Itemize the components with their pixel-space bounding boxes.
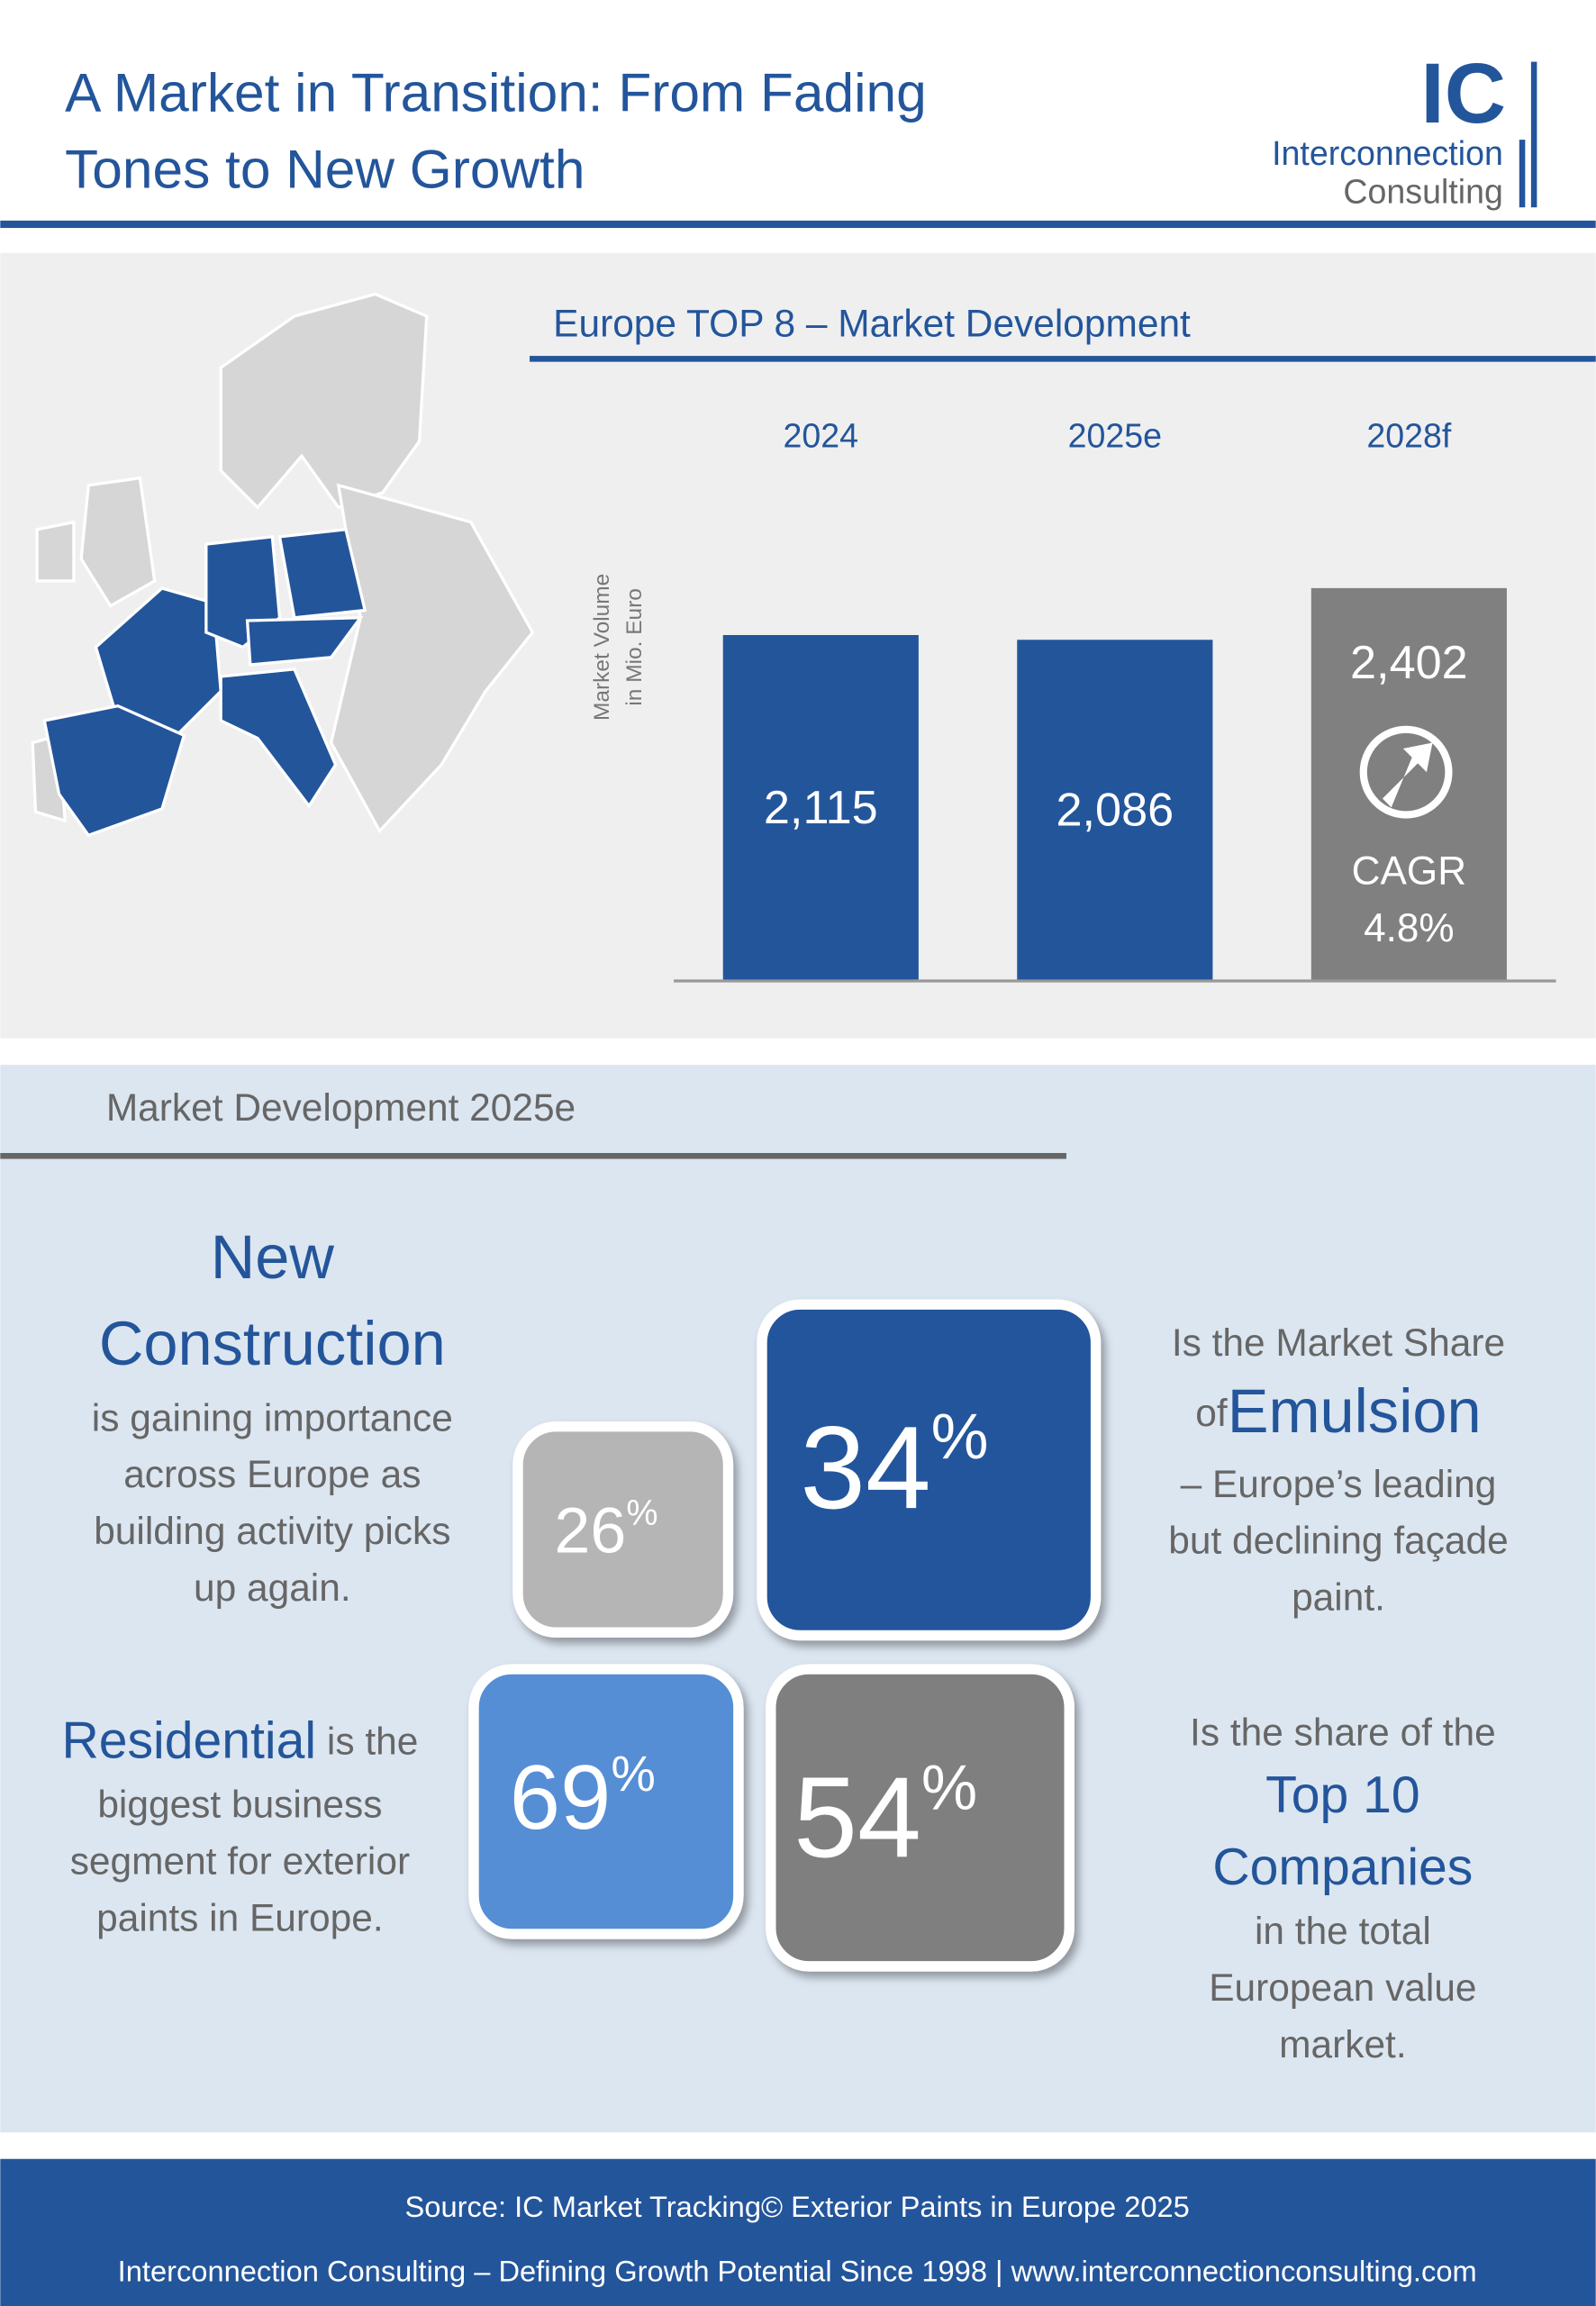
text-part: Emulsion: [1228, 1376, 1482, 1446]
cagr-label: 4.8%: [1364, 906, 1454, 950]
tagline: Interconnection Consulting – Defining Gr…: [118, 2255, 1477, 2288]
body-text: segment for exterior: [70, 1840, 410, 1883]
tile-value: 26%: [554, 1493, 657, 1566]
body-text: but declining façade: [1168, 1520, 1509, 1562]
body-text: building activity picks: [94, 1510, 450, 1552]
tile-unit: %: [626, 1493, 657, 1533]
text-part: is the: [316, 1720, 418, 1763]
x-tick-label: 2024: [784, 416, 859, 454]
source: Source: IC Market Tracking© Exterior Pai…: [405, 2190, 1190, 2223]
body-text: ofEmulsion: [1195, 1376, 1481, 1446]
tile-unit: %: [921, 1752, 977, 1822]
bar: [1310, 587, 1507, 981]
section-title: Market Development 2025e: [106, 1086, 576, 1129]
cagr-label: CAGR: [1352, 849, 1466, 893]
value-label: 2,402: [1350, 637, 1468, 689]
body-text: biggest business: [97, 1784, 382, 1826]
cagr-arrow: [1382, 742, 1433, 808]
tile-number: 54: [793, 1753, 921, 1881]
map-region: [329, 483, 535, 834]
tile-value: 34%: [800, 1401, 988, 1533]
body-text: Is the share of the: [1190, 1711, 1496, 1754]
map-region: [79, 476, 157, 608]
body-text: up again.: [194, 1566, 351, 1609]
body-text: paints in Europe.: [96, 1896, 384, 1938]
logo-bar: [1530, 61, 1537, 208]
body-text: in the total: [1255, 1910, 1431, 1952]
body-text: – Europe’s leading: [1181, 1463, 1497, 1505]
map-country: [277, 527, 367, 620]
bar: [1017, 640, 1213, 981]
body-text: is gaining importance: [92, 1396, 453, 1439]
tile-value: 69%: [510, 1746, 656, 1848]
body-text: market.: [1279, 2023, 1407, 2065]
body-text: Residential is the: [61, 1711, 418, 1769]
title: Tones to New Growth: [65, 139, 585, 200]
bar: [722, 634, 919, 981]
chart-title: Europe TOP 8 – Market Development: [553, 303, 1191, 345]
logo-text: Interconnection: [1272, 134, 1503, 172]
tile-value: 54%: [793, 1752, 977, 1881]
heading: Companies: [1212, 1838, 1473, 1896]
map-country: [245, 615, 364, 667]
body-text: European value: [1209, 1966, 1476, 2009]
text-part: of: [1195, 1392, 1228, 1434]
logo-bar: [1519, 140, 1526, 208]
logo-text: Consulting: [1343, 172, 1502, 210]
footer: [0, 2158, 1596, 2306]
value-label: 2,115: [764, 782, 878, 834]
y-axis-label: in Mio. Euro: [622, 588, 647, 706]
cagr-icon: [1359, 725, 1453, 819]
map-country: [219, 667, 338, 809]
tile: [766, 1664, 1075, 1972]
text-part: Residential: [61, 1711, 316, 1769]
section-rule: [0, 1153, 1066, 1159]
logo-mark: IC: [1420, 46, 1506, 141]
map-region: [219, 292, 429, 510]
body-text: across Europe as: [123, 1453, 421, 1495]
tile: [757, 1299, 1102, 1641]
value-label: 2,086: [1056, 785, 1174, 837]
heading: Construction: [99, 1309, 446, 1378]
heading: New: [211, 1222, 335, 1292]
tile-unit: %: [611, 1746, 656, 1802]
map-region: [35, 520, 76, 583]
tile: [468, 1664, 744, 1939]
tile-unit: %: [931, 1401, 989, 1473]
x-tick-label: 2025e: [1068, 416, 1162, 454]
tile: [512, 1421, 734, 1638]
header-rule: [0, 220, 1596, 229]
x-tick-label: 2028f: [1366, 416, 1452, 454]
chart-title-rule: [530, 356, 1596, 362]
y-axis-label: Market Volume: [590, 574, 614, 721]
tile-number: 26: [554, 1494, 626, 1566]
map-country: [42, 704, 186, 838]
heading: Top 10: [1265, 1766, 1420, 1824]
tile-number: 34: [800, 1402, 930, 1533]
body-text: Is the Market Share: [1172, 1321, 1505, 1364]
map: [31, 292, 535, 838]
title: A Market in Transition: From Fading: [65, 62, 927, 123]
tile-number: 69: [510, 1747, 612, 1848]
body-text: paint.: [1292, 1576, 1385, 1619]
